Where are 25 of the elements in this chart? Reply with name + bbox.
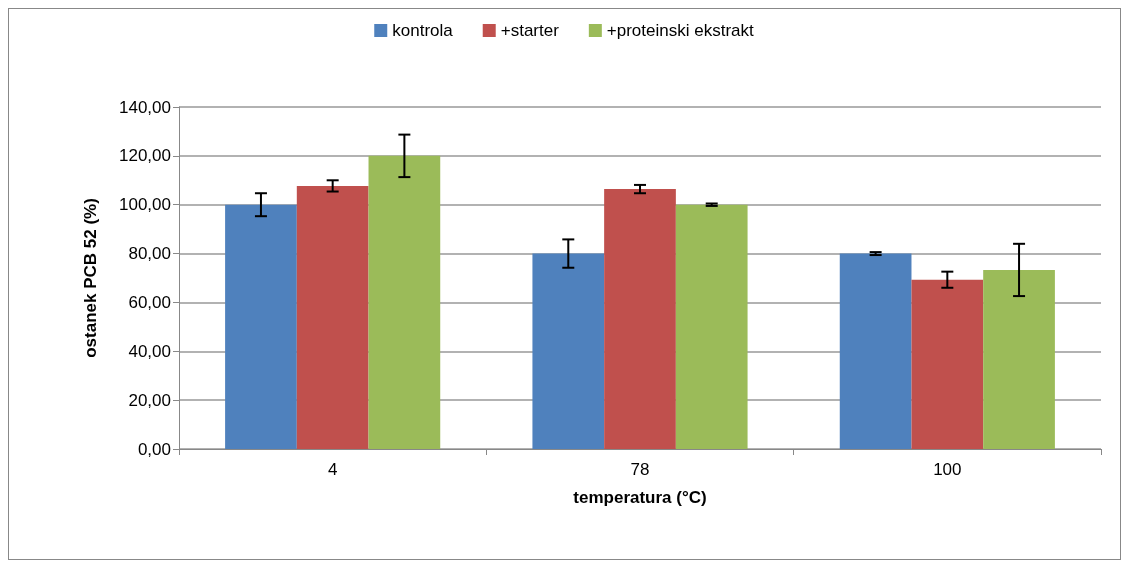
x-tick-label: 4 — [327, 460, 338, 479]
bar — [296, 185, 369, 449]
y-tick-label: 0,00 — [137, 439, 171, 459]
y-axis-title: ostanek PCB 52 (%) — [81, 198, 100, 358]
x-tick-label: 78 — [630, 460, 650, 479]
x-axis-title: temperatura (°C) — [573, 488, 707, 507]
y-tick-label: 80,00 — [128, 244, 171, 264]
bar — [839, 253, 912, 449]
y-tick-label: 20,00 — [128, 390, 171, 410]
y-tick-label: 60,00 — [128, 292, 171, 312]
y-tick-label: 120,00 — [119, 146, 171, 166]
legend-label: +starter — [500, 21, 560, 40]
legend-label: +proteinski ekstrakt — [606, 21, 755, 40]
bar — [911, 279, 984, 449]
legend-label: kontrola — [392, 21, 454, 40]
bar — [604, 189, 676, 449]
y-tick-label: 40,00 — [128, 341, 171, 361]
x-tick-label: 100 — [933, 460, 962, 479]
y-tick-label: 100,00 — [119, 195, 171, 215]
bar — [675, 204, 748, 449]
bar — [532, 253, 605, 449]
bar — [225, 204, 297, 449]
y-tick-label: 140,00 — [119, 97, 171, 117]
bar — [983, 269, 1055, 449]
bar — [368, 155, 441, 449]
